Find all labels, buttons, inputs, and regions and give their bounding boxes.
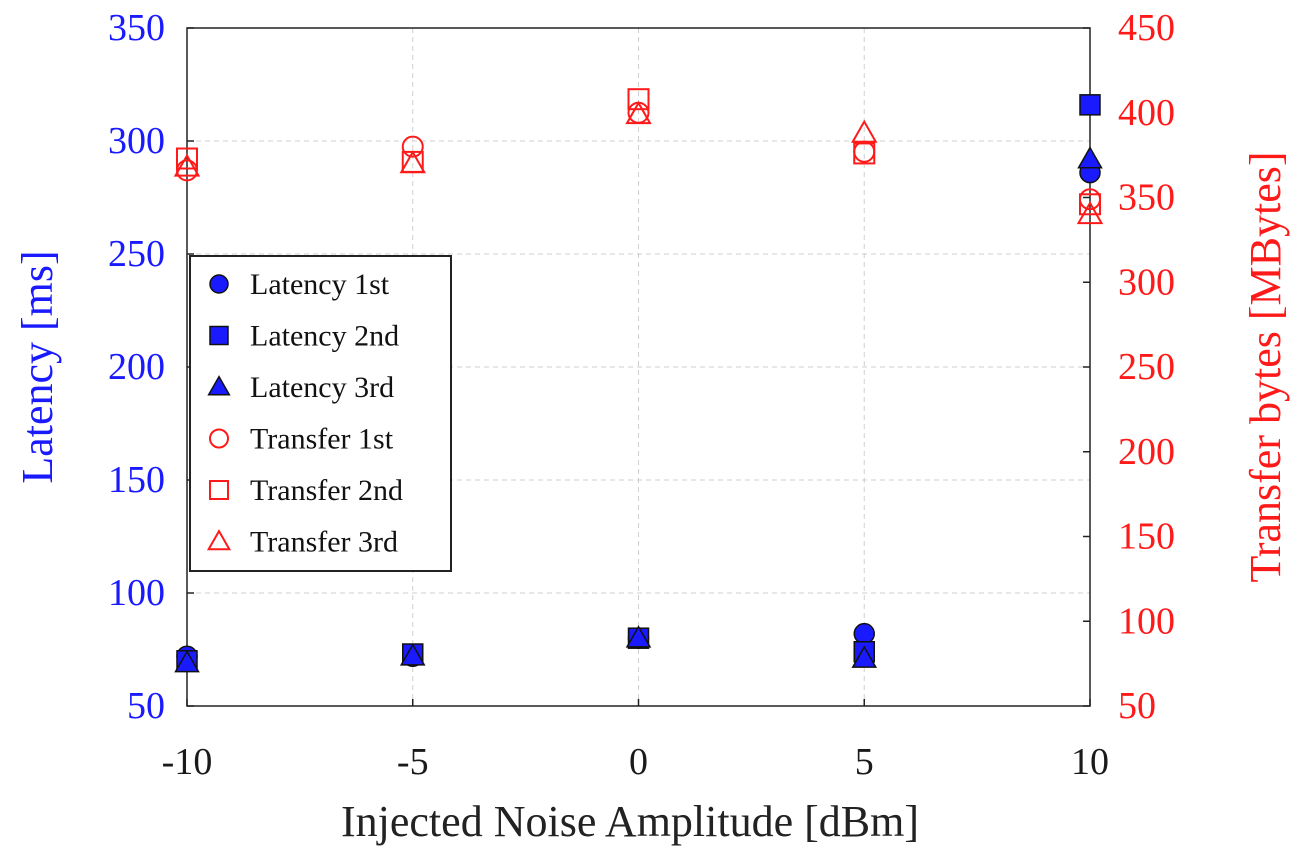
- legend-label: Latency 3rd: [250, 371, 394, 404]
- series-transfer-3rd: [173, 100, 1104, 225]
- x-axis-title: Injected Noise Amplitude [dBm]: [341, 797, 919, 846]
- right-tick-label: 200: [1118, 431, 1175, 473]
- data-point: [176, 159, 198, 182]
- left-tick-label: 100: [108, 572, 165, 614]
- legend-marker: [209, 480, 229, 500]
- legend-marker: [209, 325, 229, 346]
- left-tick-label: 150: [108, 459, 165, 501]
- x-tick-label: 10: [1071, 741, 1109, 783]
- data-point: [399, 643, 426, 666]
- left-tick-label: 200: [108, 346, 165, 388]
- legend-label: Transfer 2nd: [250, 474, 403, 507]
- right-tick-label: 350: [1118, 177, 1175, 219]
- legend-entry: Latency 3rd: [207, 371, 394, 404]
- legend-entry: Transfer 2nd: [209, 474, 403, 507]
- data-point: [853, 622, 875, 645]
- left-tick-label: 50: [127, 685, 165, 727]
- legend-label: Transfer 3rd: [250, 526, 398, 559]
- data-point: [851, 645, 878, 668]
- right-axis-ticks: 50 100 150 200 250 300 350 400 450: [1083, 7, 1175, 727]
- x-tick-label: 5: [855, 741, 874, 783]
- legend-frame: [189, 255, 452, 572]
- x-tick-label: -5: [397, 741, 429, 783]
- left-tick-label: 300: [108, 120, 165, 162]
- data-point: [627, 88, 650, 111]
- legend-label: Transfer 1st: [250, 423, 394, 456]
- legend-label: Latency 2nd: [250, 320, 399, 353]
- right-tick-label: 250: [1118, 346, 1175, 388]
- left-tick-label: 250: [108, 233, 165, 275]
- series-transfer-2nd: [176, 88, 1101, 216]
- y-axis-left-title: Latency [ms]: [13, 250, 62, 483]
- data-point: [851, 119, 878, 143]
- legend-marker: [209, 274, 229, 294]
- right-tick-label: 50: [1118, 685, 1156, 727]
- data-point: [1079, 94, 1101, 116]
- data-point: [399, 150, 426, 174]
- legend-entry: Latency 2nd: [209, 320, 399, 353]
- left-axis-ticks: 50 100 150 200 250 300 350: [108, 7, 194, 727]
- x-axis-ticks: -10 -5 0 5 10: [162, 699, 1109, 783]
- legend: Latency 1st Latency 2nd Latency 3rd Transfe…: [189, 255, 452, 572]
- right-tick-label: 450: [1118, 7, 1175, 49]
- data-point: [174, 650, 200, 673]
- legend-marker: [209, 428, 229, 449]
- y-axis-right-title: Transfer bytes [MBytes]: [1241, 152, 1290, 583]
- data-point: [1079, 193, 1101, 216]
- right-tick-label: 150: [1118, 516, 1175, 558]
- data-point: [853, 142, 876, 165]
- right-tick-label: 100: [1118, 600, 1175, 642]
- data-marks: [173, 88, 1104, 673]
- data-point: [401, 135, 424, 158]
- data-point: [1077, 146, 1103, 169]
- data-point: [625, 100, 652, 125]
- data-point: [176, 147, 198, 170]
- data-point: [625, 625, 652, 648]
- data-point: [173, 153, 201, 177]
- series-latency-3rd: [174, 146, 1103, 673]
- legend-label: Latency 1st: [250, 268, 390, 301]
- legend-entry: Transfer 1st: [209, 423, 394, 456]
- left-tick-label: 350: [108, 7, 165, 49]
- legend-entry: Latency 1st: [209, 268, 390, 301]
- x-tick-label: -10: [162, 741, 213, 783]
- legend-entry: Transfer 3rd: [206, 526, 398, 559]
- x-tick-label: 0: [629, 741, 648, 783]
- right-tick-label: 400: [1118, 92, 1175, 134]
- right-tick-label: 300: [1118, 261, 1175, 303]
- data-point: [1076, 200, 1104, 225]
- legend-marker: [207, 375, 231, 396]
- legend-marker: [206, 529, 232, 551]
